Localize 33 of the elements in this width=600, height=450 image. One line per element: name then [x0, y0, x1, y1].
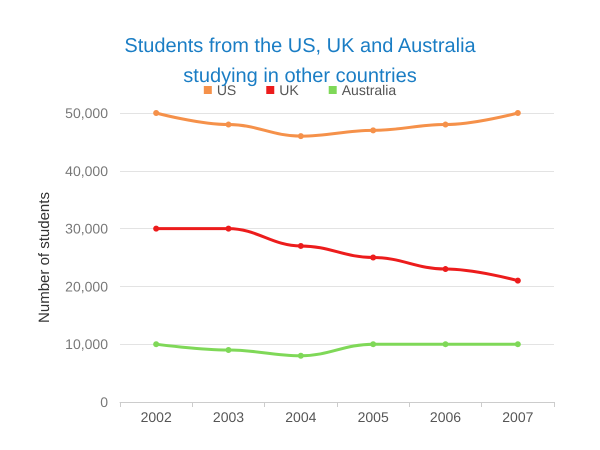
point	[226, 346, 232, 353]
point	[298, 242, 304, 249]
point	[442, 266, 448, 272]
y-tick-label: 30,000	[65, 220, 108, 237]
point	[442, 341, 448, 348]
y-tick-label: 40,000	[65, 162, 108, 179]
x-tick-label: 2006	[430, 409, 462, 425]
point	[153, 110, 160, 116]
point	[226, 122, 232, 128]
x-tick-label: 2005	[358, 409, 389, 425]
legend-label: Australia	[342, 82, 396, 98]
point	[298, 352, 304, 359]
point	[514, 341, 521, 348]
point	[298, 133, 304, 140]
x-tick-label: 2003	[212, 409, 244, 425]
y-tick-label: 50,000	[65, 105, 108, 121]
y-tick-label: 10,000	[65, 336, 108, 352]
point	[370, 127, 376, 134]
point	[153, 226, 160, 232]
point	[370, 341, 376, 348]
y-tick-label: 20,000	[65, 278, 108, 294]
point	[226, 226, 232, 232]
x-tick-label: 2007	[502, 409, 534, 425]
x-tick-label: 2004	[285, 409, 317, 425]
legend-label: UK	[279, 82, 300, 98]
point	[153, 341, 160, 348]
y-axis-title: Number of students	[36, 192, 53, 323]
point	[514, 278, 521, 284]
point	[442, 122, 448, 128]
point	[514, 110, 521, 116]
y-tick-label: 0	[100, 394, 108, 410]
point	[370, 254, 376, 260]
x-tick-label: 2002	[140, 409, 172, 425]
